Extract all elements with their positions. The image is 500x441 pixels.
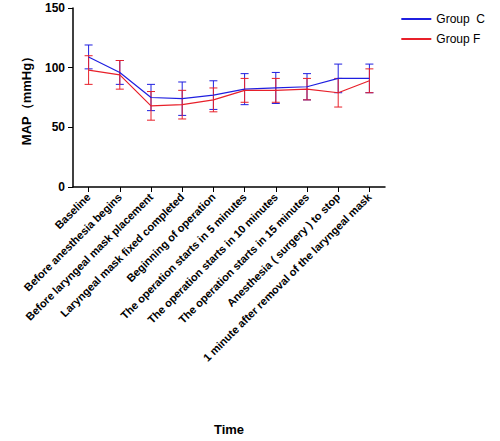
svg-text:The operation starts in 15 min: The operation starts in 15 minutes xyxy=(176,191,311,326)
svg-text:100: 100 xyxy=(45,61,65,75)
svg-text:50: 50 xyxy=(52,120,66,134)
svg-text:MAP（mmHg）: MAP（mmHg） xyxy=(19,50,34,145)
svg-text:Before anesthesia begins: Before anesthesia begins xyxy=(21,190,124,294)
svg-text:Group F: Group F xyxy=(436,32,480,46)
svg-text:Anesthesia ( surgery ) to stop: Anesthesia ( surgery ) to stop xyxy=(224,191,342,309)
svg-text:1 minute after removal of the: 1 minute after removal of the laryngeal … xyxy=(201,190,375,364)
svg-text:Beginning of operation: Beginning of operation xyxy=(124,190,218,285)
svg-text:Laryngeal mask fixed completed: Laryngeal mask fixed completed xyxy=(57,190,187,320)
svg-text:The operation starts in 5 minu: The operation starts in 5 minutes xyxy=(118,190,249,322)
svg-text:The operation starts in 10 min: The operation starts in 10 minutes xyxy=(145,190,280,326)
svg-text:150: 150 xyxy=(45,1,65,15)
svg-text:0: 0 xyxy=(58,180,65,194)
svg-text:Before laryngeal mask placemen: Before laryngeal mask placement xyxy=(23,190,156,323)
svg-text:Group C: Group C xyxy=(436,12,485,26)
svg-text:Baseline: Baseline xyxy=(52,190,93,232)
svg-text:Time: Time xyxy=(214,422,244,437)
